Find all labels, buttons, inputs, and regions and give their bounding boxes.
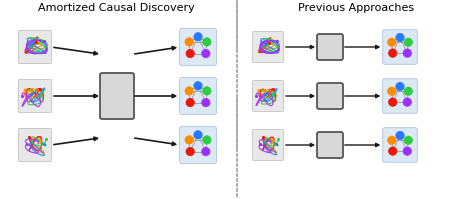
Circle shape — [185, 136, 193, 144]
FancyBboxPatch shape — [317, 34, 343, 60]
Circle shape — [201, 147, 210, 156]
FancyBboxPatch shape — [253, 81, 283, 111]
Circle shape — [404, 136, 412, 144]
Circle shape — [194, 82, 202, 90]
FancyBboxPatch shape — [100, 73, 134, 119]
Circle shape — [403, 147, 411, 155]
Circle shape — [396, 82, 404, 91]
FancyBboxPatch shape — [383, 30, 417, 64]
Circle shape — [403, 49, 411, 57]
FancyBboxPatch shape — [18, 128, 52, 162]
Circle shape — [186, 98, 194, 107]
Text: Amortized Causal Discovery: Amortized Causal Discovery — [37, 3, 194, 13]
Circle shape — [186, 147, 194, 156]
FancyBboxPatch shape — [18, 30, 52, 64]
Circle shape — [194, 131, 202, 139]
Circle shape — [389, 49, 397, 57]
Circle shape — [202, 136, 211, 144]
Circle shape — [202, 87, 211, 95]
Circle shape — [185, 87, 193, 95]
FancyBboxPatch shape — [18, 79, 52, 113]
Circle shape — [194, 33, 202, 41]
FancyBboxPatch shape — [180, 127, 216, 163]
Circle shape — [186, 49, 194, 58]
Circle shape — [388, 87, 396, 96]
Circle shape — [388, 136, 396, 144]
Circle shape — [403, 98, 411, 106]
Circle shape — [404, 38, 412, 46]
Circle shape — [404, 87, 412, 96]
FancyBboxPatch shape — [180, 29, 216, 65]
FancyBboxPatch shape — [317, 83, 343, 109]
Circle shape — [389, 147, 397, 155]
Circle shape — [396, 131, 404, 140]
Circle shape — [185, 38, 193, 46]
FancyBboxPatch shape — [383, 79, 417, 113]
Text: Previous Approaches: Previous Approaches — [298, 3, 414, 13]
Circle shape — [396, 33, 404, 42]
FancyBboxPatch shape — [317, 132, 343, 158]
FancyBboxPatch shape — [253, 31, 283, 62]
Circle shape — [202, 38, 211, 46]
FancyBboxPatch shape — [383, 128, 417, 162]
FancyBboxPatch shape — [180, 78, 216, 114]
Circle shape — [201, 49, 210, 58]
FancyBboxPatch shape — [253, 130, 283, 161]
Circle shape — [388, 38, 396, 46]
Circle shape — [389, 98, 397, 106]
Circle shape — [201, 98, 210, 107]
